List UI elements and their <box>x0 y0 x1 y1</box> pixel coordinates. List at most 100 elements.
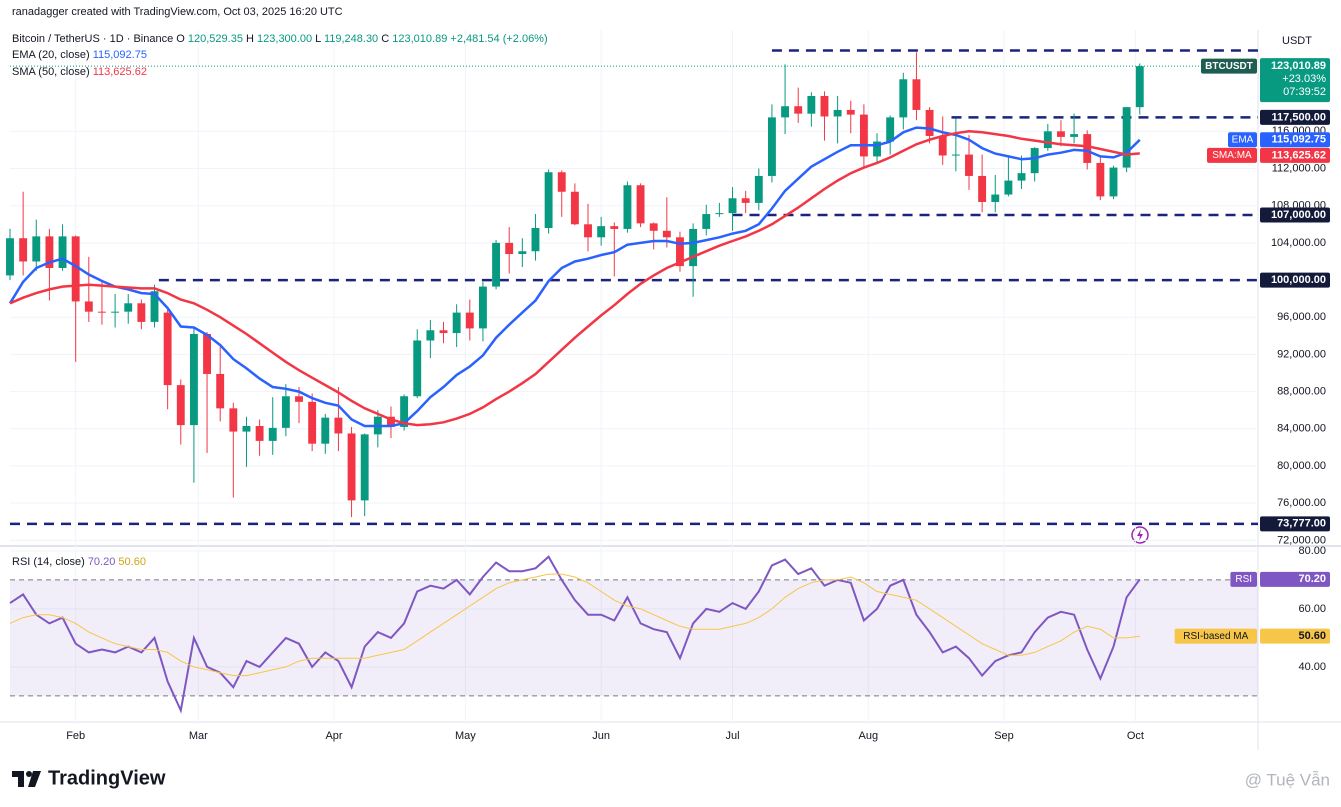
candle-body <box>597 226 606 238</box>
countdown: 07:39:52 <box>1283 86 1326 98</box>
ohlc-key: H <box>246 33 254 45</box>
candle-body <box>649 223 658 231</box>
ohlc-key: C <box>381 33 389 45</box>
candle-body <box>478 286 487 329</box>
last-price-bg <box>1260 58 1330 103</box>
level-label: 100,000.00 <box>1271 274 1326 286</box>
candle-body <box>938 135 947 156</box>
y-tick-label: 84,000.00 <box>1277 423 1326 435</box>
candle-body <box>676 237 684 267</box>
indicator-tag-bg <box>1207 147 1257 163</box>
candle-body <box>150 291 159 322</box>
watermark: @ Tuệ Vẫn <box>1245 770 1330 789</box>
candle-body <box>859 114 868 157</box>
rsi-tick-label: 40.00 <box>1298 661 1326 673</box>
candle-body <box>623 185 632 229</box>
candle-body <box>636 185 645 224</box>
rsi-tick-label: 60.00 <box>1298 603 1326 615</box>
candle-body <box>45 236 54 268</box>
alert-icon <box>1131 526 1149 544</box>
candle-body <box>1083 134 1092 163</box>
y-tick-label: 104,000.00 <box>1271 237 1326 249</box>
candle-body <box>1030 148 1039 174</box>
indicator-tag-bg <box>1228 132 1257 148</box>
rsi-tag-bg <box>1230 571 1257 587</box>
indicator-legend: SMA (50, close) 113,625.62 <box>12 66 147 78</box>
candle-body <box>360 434 369 501</box>
candle-body <box>439 330 448 334</box>
candle-body <box>689 228 698 267</box>
candle-body <box>6 238 14 276</box>
level-label-bg <box>1260 516 1330 532</box>
indicator-line <box>9 130 1140 427</box>
x-tick-label: Mar <box>189 730 208 742</box>
indicator-tag: EMA <box>1232 134 1254 145</box>
candle-body <box>662 230 671 238</box>
candle-body <box>505 242 514 255</box>
candle-body <box>19 238 28 262</box>
indicator-legend: EMA (20, close) 115,092.75 <box>12 49 147 61</box>
candle-body <box>1043 131 1052 149</box>
x-tick-label: May <box>455 730 476 742</box>
candle-body <box>163 312 172 386</box>
x-tick-label: Aug <box>858 730 878 742</box>
candle-body <box>295 396 303 402</box>
level-label: 117,500.00 <box>1272 111 1326 123</box>
last-change: +23.03% <box>1282 73 1326 85</box>
candle-body <box>899 79 908 118</box>
rsi-value-bg <box>1260 628 1330 644</box>
ohlc-key: O <box>176 33 185 45</box>
indicator-name: SMA (50, close) <box>12 66 90 78</box>
level-label-bg <box>1260 207 1330 223</box>
candle-body <box>492 242 501 287</box>
candle-body <box>281 396 290 428</box>
candle-body <box>413 340 422 397</box>
candle-body <box>176 385 185 426</box>
indicator-tag: SMA:MA <box>1212 150 1252 161</box>
y-tick-label: 76,000.00 <box>1277 497 1326 509</box>
candle-body <box>1122 107 1131 168</box>
candle-body <box>124 303 133 312</box>
rsi-tag: RSI <box>1235 574 1252 585</box>
last-price: 123,010.89 <box>1271 60 1326 72</box>
candle-body <box>1017 173 1026 181</box>
indicator-value: 113,625.62 <box>1272 149 1326 161</box>
rsi-line <box>9 555 1141 714</box>
y-tick-label: 96,000.00 <box>1277 311 1326 323</box>
candle-body <box>387 416 395 427</box>
level-label-bg <box>1260 272 1330 288</box>
rsi-line <box>9 573 1140 677</box>
candle-body <box>242 426 251 432</box>
candle-body <box>32 236 41 262</box>
candle-body <box>1070 134 1079 137</box>
candle-body <box>84 301 93 312</box>
candle-body <box>978 175 987 202</box>
rsi-ma-value: 50.60 <box>118 556 146 568</box>
rsi-value-bg <box>1260 571 1330 587</box>
candle-body <box>334 417 343 434</box>
candle-body <box>820 96 829 117</box>
change: +2,481.54 (+2.06%) <box>450 33 547 45</box>
candle-body <box>426 330 435 341</box>
rsi-value: 70.20 <box>1298 573 1326 585</box>
candle-body <box>229 408 238 432</box>
candle-body <box>767 117 776 176</box>
candle-body <box>807 96 816 114</box>
x-tick-label: Apr <box>325 730 342 742</box>
indicator-value: 113,625.62 <box>93 66 147 78</box>
rsi-title: RSI (14, close) <box>12 556 85 568</box>
level-label-bg <box>1260 109 1330 125</box>
candle-body <box>754 175 763 203</box>
rsi-tick-label: 80.00 <box>1298 545 1326 557</box>
candle-body <box>925 109 934 136</box>
candle-body <box>912 79 921 110</box>
rsi-tag: RSI-based MA <box>1183 631 1248 642</box>
ohlc-value: 120,529.35 <box>188 33 243 45</box>
rsi-value: 50.60 <box>1298 630 1326 642</box>
level-label: 73,777.00 <box>1277 518 1326 530</box>
level-label: 107,000.00 <box>1271 209 1326 221</box>
candle-body <box>715 213 724 215</box>
indicator-value: 115,092.75 <box>1272 134 1326 146</box>
candle-body <box>1135 66 1144 108</box>
